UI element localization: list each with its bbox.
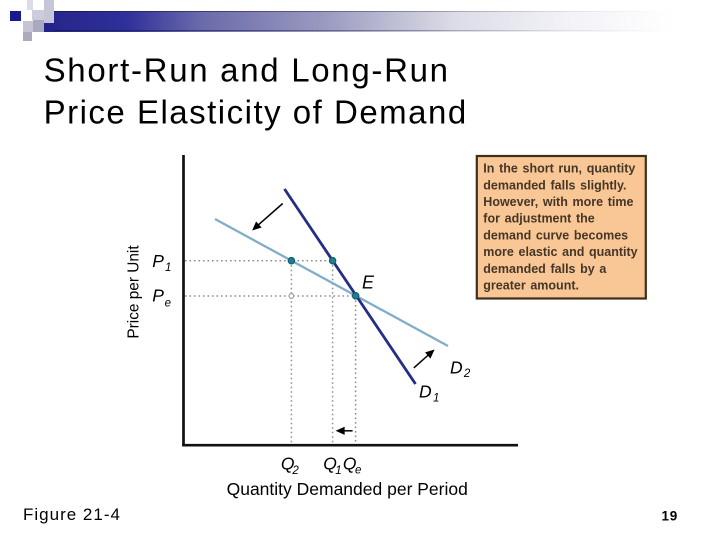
svg-text:Q: Q xyxy=(323,453,337,473)
svg-text:for adjustment the: for adjustment the xyxy=(483,212,594,226)
svg-text:greater amount.: greater amount. xyxy=(483,279,579,293)
svg-text:Figure 21-4: Figure 21-4 xyxy=(23,505,121,524)
svg-text:Short-Run and Long-Run: Short-Run and Long-Run xyxy=(44,52,450,89)
svg-text:D: D xyxy=(450,357,463,377)
svg-text:Q: Q xyxy=(343,453,357,473)
svg-text:2: 2 xyxy=(291,465,299,477)
svg-text:demanded falls slightly.: demanded falls slightly. xyxy=(483,178,626,192)
svg-text:2: 2 xyxy=(463,368,471,380)
svg-text:In the short run, quantity: In the short run, quantity xyxy=(483,162,635,176)
svg-text:more elastic and quantity: more elastic and quantity xyxy=(483,245,637,259)
svg-text:1: 1 xyxy=(165,262,171,274)
svg-text:Price per Unit: Price per Unit xyxy=(126,245,143,339)
svg-text:1: 1 xyxy=(433,392,439,404)
svg-text:19: 19 xyxy=(662,509,679,524)
svg-text:Price Elasticity of Demand: Price Elasticity of Demand xyxy=(44,94,468,131)
svg-text:1: 1 xyxy=(335,465,341,477)
svg-text:However, with more time: However, with more time xyxy=(483,195,633,209)
svg-text:P: P xyxy=(152,286,164,306)
svg-text:E: E xyxy=(362,272,375,292)
svg-text:P: P xyxy=(152,251,164,271)
svg-text:D: D xyxy=(419,382,432,402)
svg-text:demand curve becomes: demand curve becomes xyxy=(483,228,628,242)
svg-text:Quantity Demanded per Period: Quantity Demanded per Period xyxy=(227,479,468,499)
svg-text:e: e xyxy=(165,297,171,309)
svg-text:demanded falls by a: demanded falls by a xyxy=(483,262,607,276)
svg-text:e: e xyxy=(355,465,361,477)
svg-text:Q: Q xyxy=(281,453,295,473)
